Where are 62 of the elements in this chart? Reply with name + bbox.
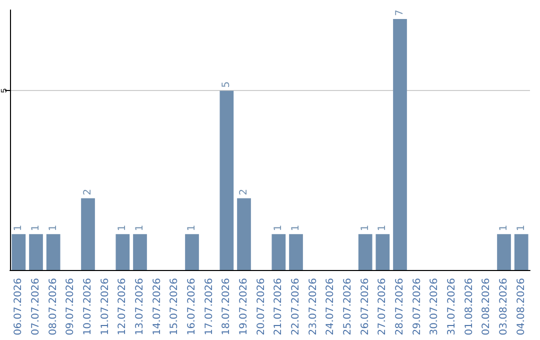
bar: [133, 234, 147, 270]
data-label: 1: [290, 224, 302, 232]
x-tick-label: 04.08.2026: [516, 278, 527, 336]
x-tick-label: 25.07.2026: [342, 278, 354, 336]
x-tick-label: 09.07.2026: [65, 278, 76, 336]
x-tick-label: 07.07.2026: [30, 278, 42, 336]
x-tick-label: 06.07.2026: [13, 278, 24, 336]
bar: [185, 234, 199, 270]
data-label: 1: [30, 224, 42, 232]
bar: [12, 234, 26, 270]
data-label: 1: [117, 224, 128, 232]
data-label: 1: [273, 224, 284, 232]
x-tick-label: 18.07.2026: [221, 278, 232, 336]
x-tick-label: 24.07.2026: [325, 278, 336, 336]
bar: [81, 198, 95, 270]
x-tick-label: 22.07.2026: [290, 278, 302, 336]
x-tick-label: 03.08.2026: [498, 278, 510, 336]
x-tick-label: 08.07.2026: [48, 278, 59, 336]
x-tick-label: 20.07.2026: [256, 278, 267, 336]
x-tick-label: 12.07.2026: [117, 278, 128, 336]
x-tick-label: 31.07.2026: [446, 278, 458, 336]
data-label: 2: [82, 188, 94, 196]
data-label: 1: [13, 224, 24, 232]
x-tick-label: 17.07.2026: [204, 278, 215, 336]
x-tick-label: 10.07.2026: [82, 278, 94, 336]
bar: [393, 18, 407, 270]
bar: [358, 234, 372, 270]
data-label: 1: [360, 224, 371, 232]
bar: [46, 234, 60, 270]
x-tick-label: 14.07.2026: [152, 278, 163, 336]
x-tick-label: 02.08.2026: [481, 278, 492, 336]
data-label: 1: [377, 224, 388, 232]
bar: [220, 90, 234, 270]
x-tick-label: 01.08.2026: [464, 278, 475, 336]
x-tick-label: 19.07.2026: [238, 278, 250, 336]
data-label: 1: [48, 224, 59, 232]
bar: [272, 234, 286, 270]
x-tick-label: 13.07.2026: [134, 278, 146, 336]
data-label: 1: [498, 224, 510, 232]
bar: [514, 234, 528, 270]
data-label: 5: [221, 81, 232, 88]
x-tick-label: 11.07.2026: [100, 278, 111, 336]
x-tick-label: 21.07.2026: [273, 278, 284, 336]
data-label: 1: [516, 224, 527, 232]
x-tick-label: 15.07.2026: [169, 278, 180, 336]
x-tick-label: 28.07.2026: [394, 278, 406, 336]
bar: [497, 234, 511, 270]
data-label: 2: [238, 188, 250, 196]
x-tick-label: 27.07.2026: [377, 278, 388, 336]
x-tick-label: 29.07.2026: [412, 278, 423, 336]
data-label: 7: [394, 10, 406, 16]
x-tick-label: 30.07.2026: [429, 278, 440, 336]
x-tick-label: 26.07.2026: [360, 278, 371, 336]
bar: [237, 198, 251, 270]
bar: [116, 234, 130, 270]
bar: [289, 234, 303, 270]
data-label: 1: [186, 224, 198, 232]
bar: [29, 234, 43, 270]
bar: [376, 234, 390, 270]
x-tick-label: 23.07.2026: [308, 278, 319, 336]
data-label: 1: [134, 224, 146, 232]
x-tick-label: 16.07.2026: [186, 278, 198, 336]
